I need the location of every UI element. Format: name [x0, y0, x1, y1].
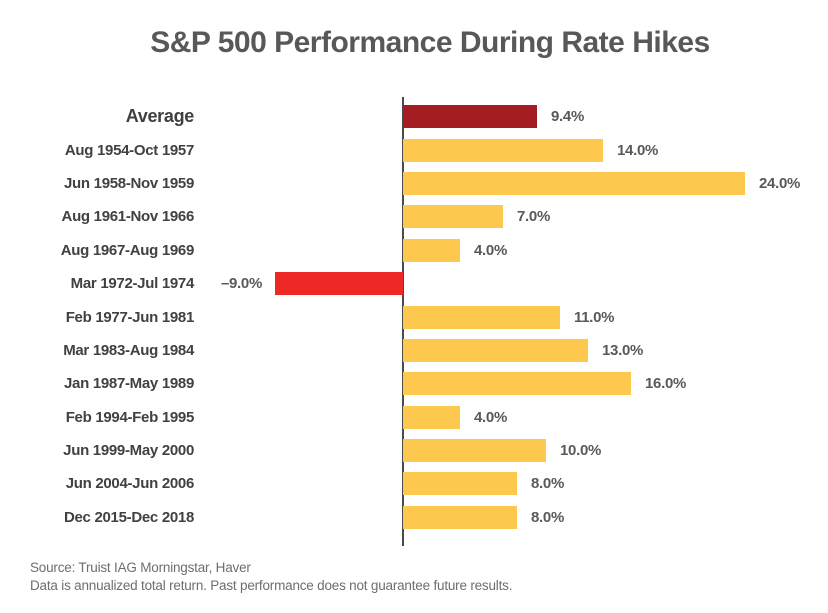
positive-bar [403, 205, 503, 229]
chart-row: Aug 1961-Nov 1966 7.0% [0, 200, 828, 233]
positive-bar [403, 505, 517, 529]
positive-zone: 8.0% [403, 472, 828, 496]
positive-bar [403, 138, 603, 162]
positive-bar [403, 439, 546, 463]
chart-row: Average 9.4% [0, 100, 828, 133]
footer: Source: Truist IAG Morningstar, Haver Da… [30, 559, 512, 595]
chart-row: Jun 2004-Jun 2006 8.0% [0, 467, 828, 500]
chart-row: Jan 1987-May 1989 16.0% [0, 367, 828, 400]
chart-row: Feb 1994-Feb 1995 4.0% [0, 401, 828, 434]
value-label: 4.0% [474, 408, 507, 426]
chart-row: Aug 1967-Aug 1969 4.0% [0, 234, 828, 267]
value-label: 14.0% [617, 141, 659, 159]
value-label: 24.0% [759, 174, 801, 192]
positive-bar [403, 171, 745, 195]
value-label: –9.0% [220, 275, 262, 293]
negative-zone: –9.0% [194, 272, 403, 296]
positive-bar [403, 238, 460, 262]
value-label: 8.0% [531, 508, 564, 526]
value-label: 9.4% [551, 108, 584, 126]
positive-zone: 7.0% [403, 205, 828, 229]
category-label: Jun 1999-May 2000 [63, 442, 194, 460]
positive-zone: 4.0% [403, 238, 828, 262]
positive-bar [403, 338, 588, 362]
positive-zone: 4.0% [403, 405, 828, 429]
category-label: Aug 1961-Nov 1966 [61, 208, 195, 226]
positive-bar [403, 372, 631, 396]
positive-zone: 16.0% [403, 372, 828, 396]
category-label: Feb 1977-Jun 1981 [65, 308, 195, 326]
chart-row: Mar 1983-Aug 1984 13.0% [0, 334, 828, 367]
positive-zone: 9.4% [403, 105, 828, 129]
bar-chart: Average 9.4% Aug 1954-Oct 1957 14.0% Jun 195… [0, 100, 828, 534]
positive-zone: 24.0% [403, 171, 828, 195]
category-label: Jun 1958-Nov 1959 [64, 174, 194, 192]
chart-row: Jun 1958-Nov 1959 24.0% [0, 167, 828, 200]
value-label: 4.0% [474, 241, 507, 259]
positive-zone: 13.0% [403, 338, 828, 362]
category-label: Jun 2004-Jun 2006 [65, 475, 195, 493]
value-label: 13.0% [602, 341, 644, 359]
chart-row: Dec 2015-Dec 2018 8.0% [0, 501, 828, 534]
value-label: 7.0% [517, 208, 550, 226]
positive-zone: 8.0% [403, 505, 828, 529]
positive-zone: 10.0% [403, 439, 828, 463]
chart-row: Mar 1972-Jul 1974 –9.0% [0, 267, 828, 300]
positive-zone: 11.0% [403, 305, 828, 329]
positive-bar [403, 305, 560, 329]
category-label: Jan 1987-May 1989 [64, 375, 194, 393]
value-label: 10.0% [560, 442, 602, 460]
positive-bar [403, 472, 517, 496]
category-label: Mar 1972-Jul 1974 [70, 275, 195, 293]
disclaimer-text: Data is annualized total return. Past pe… [30, 578, 513, 593]
category-label: Aug 1954-Oct 1957 [64, 141, 194, 159]
chart-row: Feb 1977-Jun 1981 11.0% [0, 300, 828, 333]
category-label: Mar 1983-Aug 1984 [63, 341, 194, 359]
value-label: 16.0% [645, 375, 687, 393]
category-label: Average [125, 106, 195, 127]
value-label: 11.0% [574, 308, 615, 326]
average-bar [403, 105, 537, 129]
negative-bar [275, 272, 403, 296]
chart-row: Aug 1954-Oct 1957 14.0% [0, 133, 828, 166]
chart-row: Jun 1999-May 2000 10.0% [0, 434, 828, 467]
category-label: Dec 2015-Dec 2018 [63, 508, 194, 526]
chart-title: S&P 500 Performance During Rate Hikes [150, 26, 710, 59]
value-label: 8.0% [531, 475, 564, 493]
category-label: Feb 1994-Feb 1995 [65, 408, 195, 426]
category-label: Aug 1967-Aug 1969 [60, 241, 195, 259]
source-text: Source: Truist IAG Morningstar, Haver [30, 560, 251, 575]
positive-bar [403, 405, 460, 429]
positive-zone: 14.0% [403, 138, 828, 162]
